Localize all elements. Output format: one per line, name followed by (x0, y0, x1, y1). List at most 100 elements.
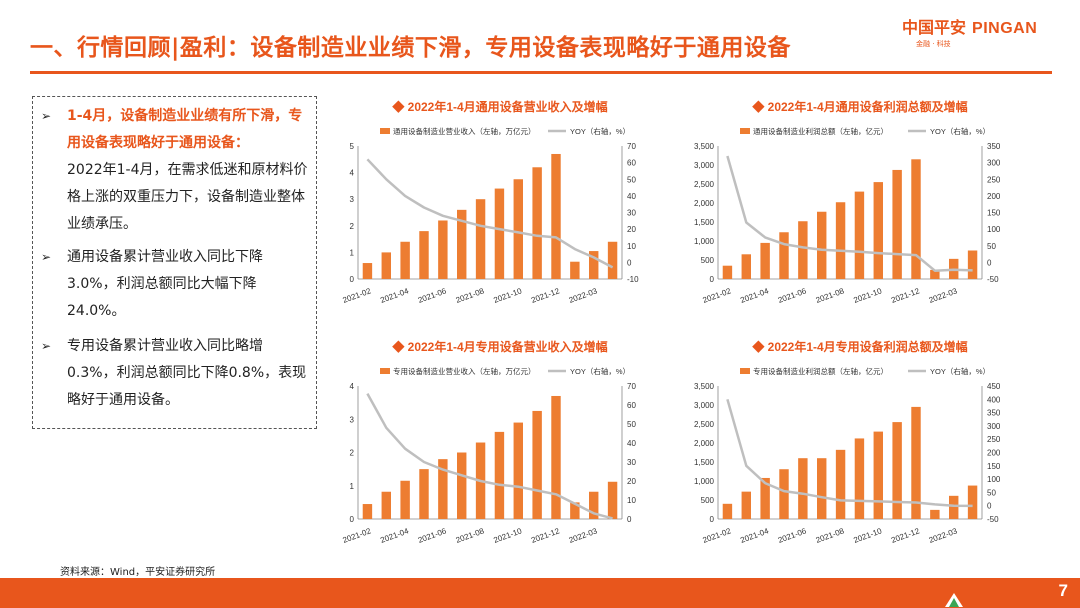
y-tick-right: 300 (987, 422, 1001, 431)
y-tick-right: 50 (627, 175, 636, 184)
y-tick-right: 20 (627, 225, 636, 234)
x-tick-label: 2021-12 (890, 526, 921, 545)
chart-bar (438, 220, 447, 279)
y-tick-right: 0 (987, 502, 992, 511)
chart-bar (532, 411, 541, 519)
chart-bar (892, 422, 901, 519)
y-tick-right: 10 (627, 496, 636, 505)
y-tick-right: 350 (987, 409, 1001, 418)
chart-bar (968, 251, 977, 280)
chart-bar (570, 262, 579, 279)
legend-label-bar: 通用设备制造业利润总额（左轴，亿元） (753, 126, 888, 136)
legend-label-line: YOY（右轴，%） (570, 126, 630, 136)
y-tick-right: 20 (627, 477, 636, 486)
chart-bar (723, 266, 732, 279)
y-tick-right: 100 (987, 225, 1001, 234)
footer-bar: 7 (0, 578, 1080, 608)
chart-title: ◆ 2022年1-4月专用设备营业收入及增幅 (391, 339, 607, 354)
chart-bar (874, 432, 883, 519)
bullet-2: ➢ 通用设备累计营业收入同比下降3.0%，利润总额同比大幅下降24.0%。 (41, 244, 308, 325)
logo-slogan: 金融 · 科技 (916, 39, 1037, 49)
chart-bar (400, 242, 409, 279)
chart-bar (382, 492, 391, 519)
x-tick-label: 2021-04 (379, 526, 410, 545)
summary-textbox: ➢ 1-4月，设备制造业业绩有所下滑，专用设备表现略好于通用设备： 2022年1… (32, 96, 317, 429)
x-tick-label: 2021-08 (455, 526, 486, 545)
x-tick-label: 2021-08 (815, 526, 846, 545)
y-tick-right: 100 (987, 475, 1001, 484)
chart-bar (760, 243, 769, 279)
arrow-right-outline-icon: ➢ (41, 244, 51, 271)
x-tick-label: 2021-10 (492, 526, 523, 545)
chart-bar (551, 154, 560, 279)
y-tick-right: 250 (987, 435, 1001, 444)
y-tick-right: 40 (627, 439, 636, 448)
chart-title: ◆ 2022年1-4月专用设备利润总额及增幅 (751, 339, 967, 354)
y-tick-left: 0 (350, 515, 355, 524)
x-tick-label: 2022-03 (928, 286, 959, 305)
y-tick-left: 0 (710, 275, 715, 284)
y-tick-right: -10 (627, 275, 639, 284)
arrow-right-outline-icon: ➢ (41, 103, 51, 130)
y-tick-left: 3,000 (694, 161, 715, 170)
chart-bar (400, 481, 409, 519)
bullet-1-heading: ➢ 1-4月，设备制造业业绩有所下滑，专用设备表现略好于通用设备： (41, 103, 308, 157)
chart-general-revenue: ◆ 2022年1-4月通用设备营业收入及增幅通用设备制造业营业收入（左轴，万亿元… (330, 96, 670, 321)
chart-bar (514, 423, 523, 519)
y-tick-right: 10 (627, 242, 636, 251)
chart-bar (742, 492, 751, 519)
chart-bar (742, 254, 751, 279)
y-tick-left: 1 (350, 248, 355, 257)
y-tick-right: 50 (987, 242, 996, 251)
legend-label-line: YOY（右轴，%） (570, 366, 630, 376)
x-tick-label: 2021-08 (455, 286, 486, 305)
y-tick-right: 0 (987, 258, 992, 267)
source-note: 资料来源：Wind，平安证券研究所 (60, 563, 215, 578)
chart-general-profit: ◆ 2022年1-4月通用设备利润总额及增幅通用设备制造业利润总额（左轴，亿元）… (690, 96, 1030, 321)
x-tick-label: 2021-10 (492, 286, 523, 305)
legend-swatch-bar (380, 128, 390, 134)
chart-bar (892, 170, 901, 279)
y-tick-left: 2 (350, 222, 355, 231)
y-tick-right: 60 (627, 159, 636, 168)
x-tick-label: 2021-06 (777, 286, 808, 305)
chart-special-profit: ◆ 2022年1-4月专用设备利润总额及增幅专用设备制造业利润总额（左轴，亿元）… (690, 336, 1030, 561)
chart-bar (514, 179, 523, 279)
y-tick-right: 250 (987, 175, 1001, 184)
chart-bar (457, 453, 466, 520)
page-number: 7 (1059, 581, 1068, 601)
y-tick-left: 2,500 (694, 180, 715, 189)
legend-label-bar: 专用设备制造业营业收入（左轴，万亿元） (393, 366, 536, 376)
x-tick-label: 2021-04 (739, 526, 770, 545)
page-title: 一、行情回顾|盈利：设备制造业业绩下滑，专用设备表现略好于通用设备 (30, 28, 791, 62)
chart-bar (930, 510, 939, 519)
y-tick-left: 500 (701, 496, 715, 505)
y-tick-left: 2 (350, 449, 355, 458)
chart-special-revenue: ◆ 2022年1-4月专用设备营业收入及增幅专用设备制造业营业收入（左轴，万亿元… (330, 336, 670, 561)
y-tick-left: 2,500 (694, 420, 715, 429)
chart-bar (798, 221, 807, 279)
chart-bar (363, 263, 372, 279)
x-tick-label: 2021-08 (815, 286, 846, 305)
x-tick-label: 2021-12 (890, 286, 921, 305)
y-tick-right: 40 (627, 192, 636, 201)
chart-bar (382, 252, 391, 279)
chart-bar (723, 504, 732, 519)
chart-title: ◆ 2022年1-4月通用设备利润总额及增幅 (751, 99, 967, 114)
legend-label-bar: 通用设备制造业营业收入（左轴，万亿元） (393, 126, 536, 136)
chart-bar (968, 486, 977, 519)
x-tick-label: 2021-06 (417, 286, 448, 305)
y-tick-left: 3,000 (694, 401, 715, 410)
y-tick-right: 300 (987, 159, 1001, 168)
x-tick-label: 2021-10 (852, 526, 883, 545)
y-tick-right: 0 (627, 258, 632, 267)
x-tick-label: 2021-02 (701, 286, 732, 305)
y-tick-right: 150 (987, 209, 1001, 218)
chart-bar (779, 469, 788, 519)
y-tick-right: -50 (987, 275, 999, 284)
ping-an-mark-icon (944, 592, 964, 608)
chart-bar (551, 396, 560, 519)
arrow-right-outline-icon: ➢ (41, 333, 51, 360)
chart-bar (419, 469, 428, 519)
chart-bar (836, 202, 845, 279)
